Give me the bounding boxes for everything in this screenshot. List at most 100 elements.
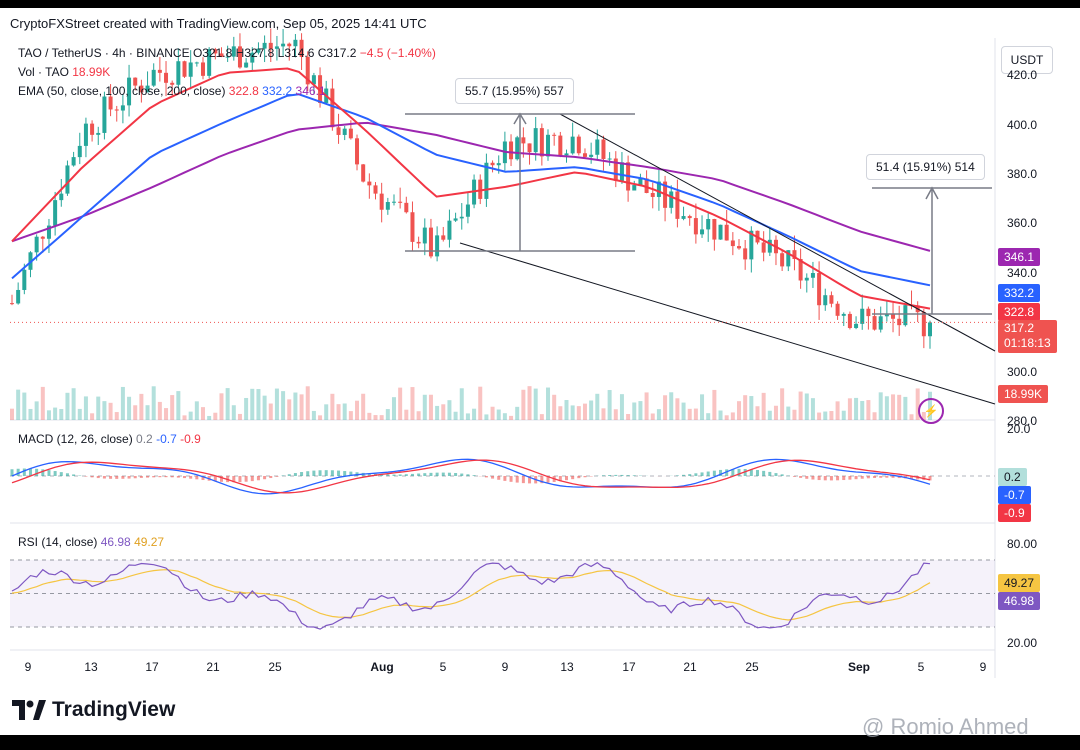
volume-bar xyxy=(669,392,674,420)
volume-bar xyxy=(108,402,113,420)
ema200-badge: 346.1 xyxy=(998,248,1041,266)
candle-body xyxy=(299,39,304,57)
macd-hist-bar xyxy=(836,476,840,481)
volume-bar xyxy=(570,405,575,420)
candle-body xyxy=(391,201,396,203)
volume-bar xyxy=(367,412,372,420)
candle-body xyxy=(194,62,199,64)
volume-bar xyxy=(330,393,335,420)
macd-hist-bar xyxy=(712,470,716,476)
macd-hist-bar xyxy=(823,476,827,481)
volume-bar xyxy=(170,395,175,420)
time-axis-label: 9 xyxy=(979,660,987,674)
volume-bar xyxy=(533,388,538,420)
volume-bar xyxy=(903,396,908,420)
macd-hist-bar xyxy=(158,476,162,478)
candle-body xyxy=(841,313,846,316)
macd-hist-bar xyxy=(59,472,63,476)
candle-body xyxy=(619,162,624,181)
volume-bar xyxy=(767,410,772,420)
volume-bar xyxy=(693,408,698,420)
candle-body xyxy=(903,305,908,326)
volume-value: 18.99K xyxy=(72,65,111,79)
candle-body xyxy=(133,77,138,86)
volume-bar xyxy=(595,393,600,420)
volume-bar xyxy=(546,387,551,420)
candle-body xyxy=(416,241,421,244)
candle-body xyxy=(767,239,772,253)
volume-bar xyxy=(244,397,249,420)
time-axis-label: 13 xyxy=(84,660,98,674)
candle-body xyxy=(127,77,132,106)
candle-body xyxy=(237,46,242,68)
macd-hist-bar xyxy=(423,473,427,476)
candle-body xyxy=(650,192,655,197)
macd-hist-bar xyxy=(293,473,297,476)
macd-hist-bar xyxy=(725,469,729,476)
candle-body xyxy=(693,218,698,235)
last-price-badge: 317.2 01:18:13 xyxy=(998,320,1057,353)
candle-body xyxy=(570,136,575,154)
volume-label: Vol · TAO xyxy=(18,65,69,79)
ema100-value: 332.2 xyxy=(262,84,293,98)
volume-bar xyxy=(644,392,649,420)
ema-label: EMA (50, close, 100, close, 200, close) xyxy=(18,84,226,98)
chart-canvas[interactable] xyxy=(0,8,1080,735)
macd-hist-bar xyxy=(96,476,100,479)
macd-hist-bar xyxy=(343,471,347,476)
signal-line-badge: -0.9 xyxy=(998,504,1031,522)
macd-hist-bar xyxy=(441,472,445,476)
candle-body xyxy=(829,295,834,304)
volume-bar xyxy=(71,388,76,420)
volume-bar xyxy=(650,413,655,420)
macd-hist-bar xyxy=(16,468,20,476)
time-axis-label: 13 xyxy=(560,660,574,674)
volume-bar xyxy=(724,415,729,420)
volume-bar xyxy=(96,396,101,420)
tradingview-logo[interactable]: TradingView xyxy=(12,698,175,722)
candle-body xyxy=(484,162,489,199)
volume-bar xyxy=(502,413,507,420)
rsi-ma-badge: 49.27 xyxy=(998,574,1041,592)
macd-hist-bar xyxy=(219,476,223,482)
macd-hist-bar xyxy=(546,476,550,483)
macd-hist-bar xyxy=(244,476,248,482)
macd-hist-bar xyxy=(675,475,679,476)
volume-bar xyxy=(361,393,366,420)
candle-body xyxy=(96,132,101,135)
macd-hist-bar xyxy=(312,470,316,476)
volume-bar xyxy=(810,398,815,420)
volume-bar xyxy=(262,395,267,420)
volume-bar xyxy=(453,411,458,420)
candle-body xyxy=(207,49,212,76)
volume-bar xyxy=(626,413,631,420)
volume-bar xyxy=(256,389,261,420)
candle-body xyxy=(120,105,125,111)
candle-body xyxy=(496,163,501,166)
macd-hist-bar xyxy=(799,476,803,478)
signal-value: -0.9 xyxy=(180,432,201,446)
candle-body xyxy=(53,200,58,226)
time-axis-label: 5 xyxy=(439,660,447,674)
macd-hist-bar xyxy=(910,476,914,479)
ema100-line xyxy=(11,93,931,287)
macd-hist-bar xyxy=(564,476,568,481)
macd-hist-bar xyxy=(250,476,254,482)
volume-bar xyxy=(379,415,384,420)
currency-button[interactable]: USDT xyxy=(1001,46,1053,74)
macd-hist-bar xyxy=(491,476,495,479)
macd-hist-bar xyxy=(521,476,525,484)
time-axis-label: 9 xyxy=(501,660,509,674)
rsi-label: RSI (14, close) xyxy=(18,535,98,549)
flash-icon[interactable]: ⚡ xyxy=(918,398,944,424)
candle-body xyxy=(564,153,569,156)
volume-bar xyxy=(576,406,581,420)
time-axis-label: 21 xyxy=(206,660,220,674)
time-axis-label: 25 xyxy=(268,660,282,674)
candle-body xyxy=(847,313,852,329)
volume-bar xyxy=(761,392,766,420)
measure-arrow-head xyxy=(513,112,527,125)
volume-bar xyxy=(681,402,686,420)
volume-bar xyxy=(237,413,242,420)
macd-hist-bar xyxy=(632,475,636,476)
